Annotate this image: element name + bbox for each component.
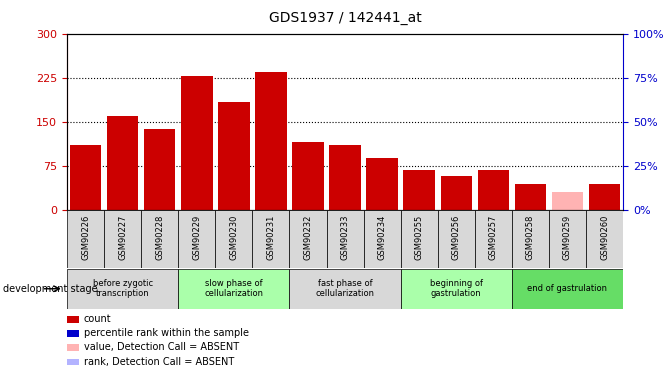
Text: before zygotic
transcription: before zygotic transcription bbox=[92, 279, 153, 298]
Text: GSM90227: GSM90227 bbox=[118, 214, 127, 260]
Bar bbox=[403, 170, 435, 210]
Bar bbox=[475, 210, 512, 268]
Bar bbox=[512, 269, 623, 309]
Text: GDS1937 / 142441_at: GDS1937 / 142441_at bbox=[269, 11, 421, 25]
Bar bbox=[178, 269, 289, 309]
Bar bbox=[67, 316, 79, 322]
Bar bbox=[144, 129, 176, 210]
Bar bbox=[67, 330, 79, 337]
Bar bbox=[67, 358, 79, 365]
Bar bbox=[551, 192, 584, 210]
Bar bbox=[253, 210, 289, 268]
Bar bbox=[586, 210, 623, 268]
Bar bbox=[181, 76, 212, 210]
Bar bbox=[292, 142, 324, 210]
Bar bbox=[326, 210, 364, 268]
Bar bbox=[67, 269, 178, 309]
Text: GSM90234: GSM90234 bbox=[378, 214, 387, 260]
Text: GSM90257: GSM90257 bbox=[489, 214, 498, 260]
Bar bbox=[289, 269, 401, 309]
Text: count: count bbox=[84, 314, 111, 324]
Text: GSM90232: GSM90232 bbox=[304, 214, 312, 260]
Text: GSM90260: GSM90260 bbox=[600, 214, 609, 260]
Bar bbox=[215, 210, 253, 268]
Text: GSM90226: GSM90226 bbox=[81, 214, 90, 260]
Bar bbox=[478, 170, 509, 210]
Text: GSM90259: GSM90259 bbox=[563, 214, 572, 260]
Bar bbox=[440, 176, 472, 210]
Bar bbox=[104, 210, 141, 268]
Text: percentile rank within the sample: percentile rank within the sample bbox=[84, 328, 249, 338]
Text: fast phase of
cellularization: fast phase of cellularization bbox=[316, 279, 375, 298]
Text: GSM90230: GSM90230 bbox=[229, 214, 239, 260]
Text: GSM90229: GSM90229 bbox=[192, 214, 201, 260]
Bar bbox=[289, 210, 326, 268]
Text: value, Detection Call = ABSENT: value, Detection Call = ABSENT bbox=[84, 342, 239, 352]
Text: GSM90231: GSM90231 bbox=[267, 214, 275, 260]
Bar bbox=[401, 210, 438, 268]
Text: slow phase of
cellularization: slow phase of cellularization bbox=[204, 279, 263, 298]
Bar bbox=[218, 102, 250, 210]
Text: GSM90258: GSM90258 bbox=[526, 214, 535, 260]
Bar bbox=[67, 210, 104, 268]
Bar bbox=[107, 116, 139, 210]
Bar bbox=[178, 210, 215, 268]
Bar bbox=[329, 146, 361, 210]
Text: end of gastrulation: end of gastrulation bbox=[527, 284, 608, 293]
Bar bbox=[255, 72, 287, 210]
Text: GSM90233: GSM90233 bbox=[340, 214, 350, 260]
Bar bbox=[549, 210, 586, 268]
Bar bbox=[589, 184, 620, 210]
Bar bbox=[366, 158, 398, 210]
Text: GSM90255: GSM90255 bbox=[415, 214, 423, 260]
Bar bbox=[401, 269, 512, 309]
Bar bbox=[515, 184, 546, 210]
Bar bbox=[364, 210, 401, 268]
Bar bbox=[512, 210, 549, 268]
Text: GSM90256: GSM90256 bbox=[452, 214, 461, 260]
Text: rank, Detection Call = ABSENT: rank, Detection Call = ABSENT bbox=[84, 357, 234, 366]
Text: development stage: development stage bbox=[3, 284, 98, 294]
Bar bbox=[70, 146, 101, 210]
Text: beginning of
gastrulation: beginning of gastrulation bbox=[429, 279, 483, 298]
Bar bbox=[141, 210, 178, 268]
Bar bbox=[438, 210, 475, 268]
Text: GSM90228: GSM90228 bbox=[155, 214, 164, 260]
Bar bbox=[67, 344, 79, 351]
